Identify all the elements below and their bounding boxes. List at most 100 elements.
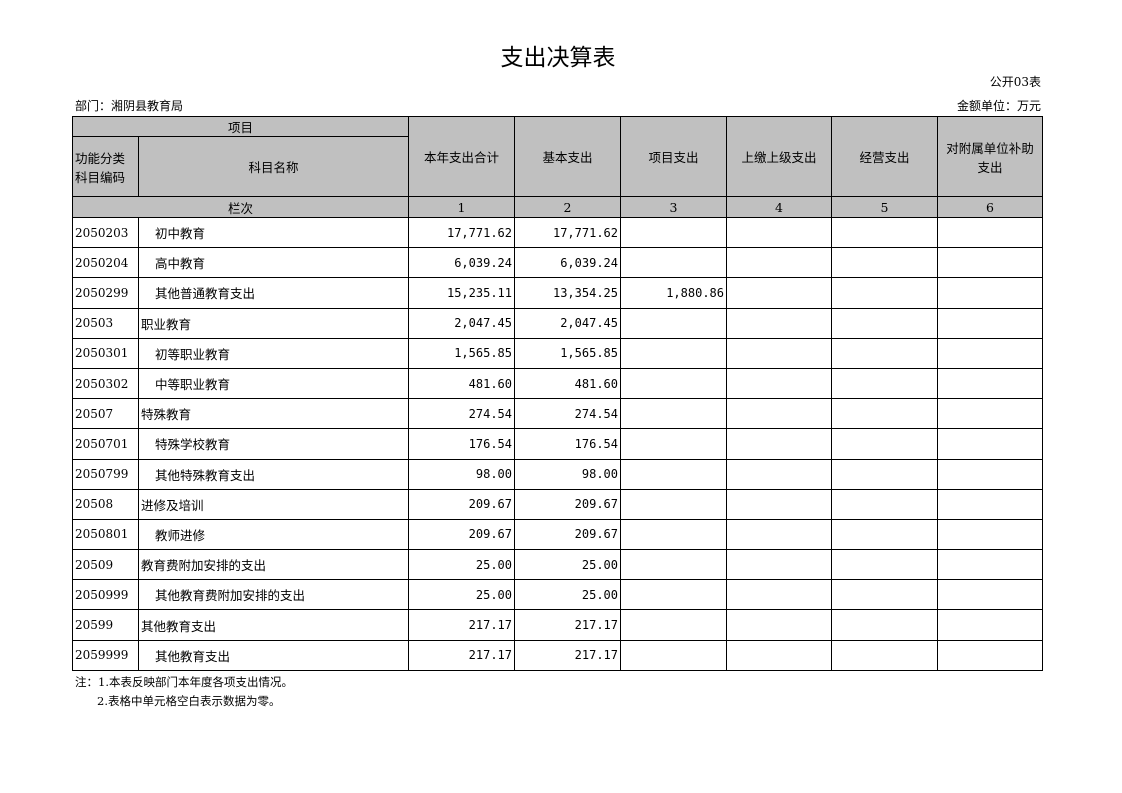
table-row: 2050204 高中教育 6,039.24 6,039.24 xyxy=(72,247,1043,279)
row-code: 2059999 xyxy=(72,639,139,671)
row-name: 进修及培训 xyxy=(138,488,409,520)
row-value-col-4 xyxy=(726,428,832,460)
row-value-col-1: 217.17 xyxy=(408,639,515,671)
row-value-col-3 xyxy=(620,458,727,490)
table-row: 20503 职业教育 2,047.45 2,047.45 xyxy=(72,307,1043,339)
row-value-col-2: 176.54 xyxy=(514,428,621,460)
row-value-col-2: 98.00 xyxy=(514,458,621,490)
row-value-col-3 xyxy=(620,247,727,279)
table-row: 20507 特殊教育 274.54 274.54 xyxy=(72,398,1043,430)
row-value-col-2: 209.67 xyxy=(514,518,621,551)
row-value-col-5 xyxy=(831,609,938,641)
row-value-col-5 xyxy=(831,307,938,339)
row-value-col-1: 176.54 xyxy=(408,428,515,460)
row-value-col-4 xyxy=(726,398,832,430)
department-label: 部门：湘阴县教育局 xyxy=(75,99,184,113)
header-name: 科目名称 xyxy=(138,136,409,197)
row-name: 其他教育支出 xyxy=(138,639,409,671)
row-value-col-1: 15,235.11 xyxy=(408,277,515,309)
row-value-col-5 xyxy=(831,398,938,430)
header-col-3: 项目支出 xyxy=(620,116,727,197)
row-value-col-2: 25.00 xyxy=(514,579,621,611)
row-value-col-2: 6,039.24 xyxy=(514,247,621,279)
row-value-col-2: 481.60 xyxy=(514,367,621,400)
row-code: 2050299 xyxy=(72,277,139,309)
row-value-col-2: 217.17 xyxy=(514,639,621,671)
header-col-1: 本年支出合计 xyxy=(408,116,515,197)
row-value-col-1: 2,047.45 xyxy=(408,307,515,339)
row-value-col-1: 17,771.62 xyxy=(408,216,515,249)
row-name: 教师进修 xyxy=(138,518,409,551)
table-row: 20509 教育费附加安排的支出 25.00 25.00 xyxy=(72,549,1043,581)
row-name: 特殊教育 xyxy=(138,398,409,430)
header-code: 功能分类科目编码 xyxy=(72,136,139,197)
row-name: 高中教育 xyxy=(138,247,409,279)
row-value-col-6 xyxy=(937,609,1043,641)
row-index-6: 6 xyxy=(937,196,1043,218)
row-code: 2050799 xyxy=(72,458,139,490)
table-row: 2050302 中等职业教育 481.60 481.60 xyxy=(72,367,1043,400)
row-value-col-4 xyxy=(726,277,832,309)
row-code: 20503 xyxy=(72,307,139,339)
row-value-col-3 xyxy=(620,367,727,400)
row-value-col-5 xyxy=(831,247,938,279)
row-index-2: 2 xyxy=(514,196,621,218)
table-row: 2050799 其他特殊教育支出 98.00 98.00 xyxy=(72,458,1043,490)
row-value-col-4 xyxy=(726,639,832,671)
table-row: 2059999 其他教育支出 217.17 217.17 xyxy=(72,639,1043,671)
row-value-col-5 xyxy=(831,518,938,551)
row-value-col-6 xyxy=(937,639,1043,671)
row-value-col-3 xyxy=(620,307,727,339)
row-value-col-1: 25.00 xyxy=(408,579,515,611)
table-row: 2050301 初等职业教育 1,565.85 1,565.85 xyxy=(72,337,1043,369)
row-value-col-5 xyxy=(831,428,938,460)
row-index-label: 栏次 xyxy=(72,196,409,218)
row-code: 20507 xyxy=(72,398,139,430)
row-value-col-4 xyxy=(726,367,832,400)
row-value-col-4 xyxy=(726,307,832,339)
row-value-col-4 xyxy=(726,579,832,611)
row-value-col-2: 25.00 xyxy=(514,549,621,581)
row-value-col-4 xyxy=(726,337,832,369)
row-value-col-1: 274.54 xyxy=(408,398,515,430)
row-value-col-2: 274.54 xyxy=(514,398,621,430)
row-value-col-3 xyxy=(620,488,727,520)
row-value-col-2: 217.17 xyxy=(514,609,621,641)
row-code: 2050301 xyxy=(72,337,139,369)
row-name: 中等职业教育 xyxy=(138,367,409,400)
row-name: 其他教育支出 xyxy=(138,609,409,641)
row-value-col-6 xyxy=(937,428,1043,460)
row-value-col-1: 1,565.85 xyxy=(408,337,515,369)
row-value-col-2: 1,565.85 xyxy=(514,337,621,369)
row-value-col-2: 2,047.45 xyxy=(514,307,621,339)
table-row: 2050701 特殊学校教育 176.54 176.54 xyxy=(72,428,1043,460)
row-value-col-5 xyxy=(831,216,938,249)
row-code: 2050203 xyxy=(72,216,139,249)
row-value-col-3 xyxy=(620,337,727,369)
row-value-col-5 xyxy=(831,579,938,611)
row-value-col-3 xyxy=(620,216,727,249)
header-item: 项目 xyxy=(72,116,409,137)
table-row: 2050299 其他普通教育支出 15,235.11 13,354.25 1,880.8… xyxy=(72,277,1043,309)
row-value-col-4 xyxy=(726,458,832,490)
row-code: 2050302 xyxy=(72,367,139,400)
row-value-col-1: 25.00 xyxy=(408,549,515,581)
row-value-col-4 xyxy=(726,549,832,581)
row-name: 职业教育 xyxy=(138,307,409,339)
row-value-col-2: 17,771.62 xyxy=(514,216,621,249)
row-value-col-6 xyxy=(937,307,1043,339)
row-code: 2050801 xyxy=(72,518,139,551)
header-col-6: 对附属单位补助支出 xyxy=(937,116,1043,197)
page-title: 支出决算表 xyxy=(500,45,616,71)
row-value-col-1: 6,039.24 xyxy=(408,247,515,279)
note-1: 注：1.本表反映部门本年度各项支出情况。 xyxy=(75,675,293,689)
row-name: 其他普通教育支出 xyxy=(138,277,409,309)
unit-label: 金额单位：万元 xyxy=(956,99,1041,113)
row-value-col-5 xyxy=(831,488,938,520)
row-value-col-6 xyxy=(937,367,1043,400)
row-index-5: 5 xyxy=(831,196,938,218)
row-name: 初中教育 xyxy=(138,216,409,249)
row-value-col-3 xyxy=(620,639,727,671)
form-number: 公开03表 xyxy=(989,75,1041,89)
row-value-col-3 xyxy=(620,398,727,430)
